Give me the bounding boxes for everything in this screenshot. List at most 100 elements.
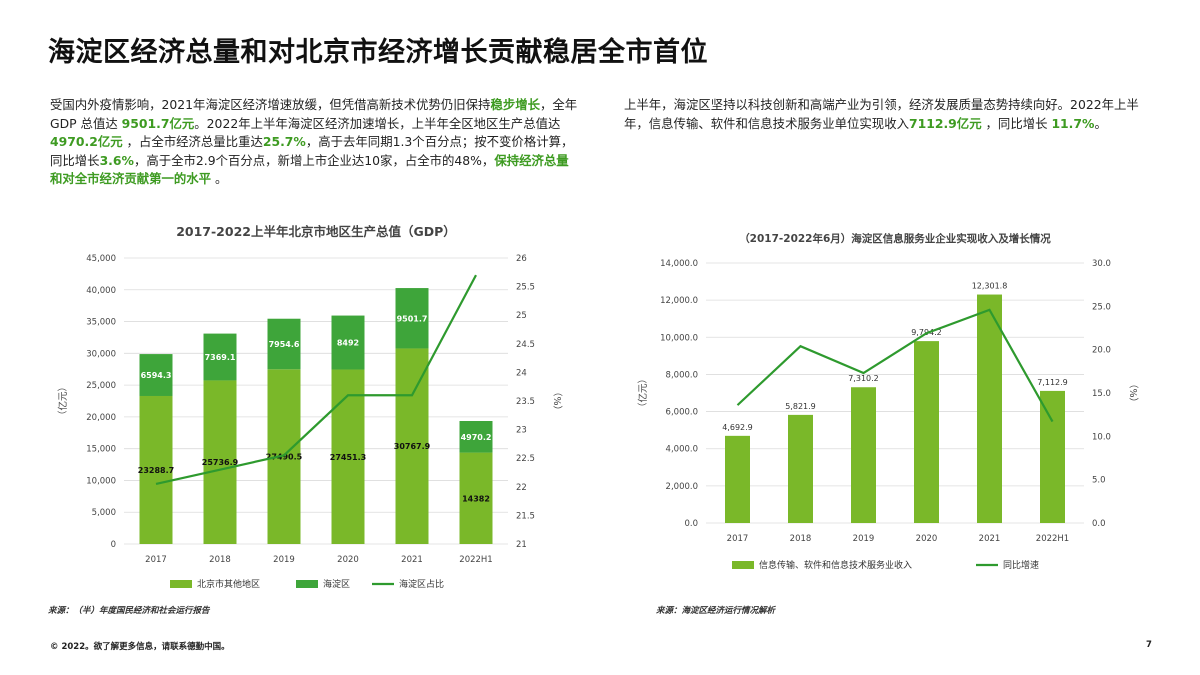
body-text: ，全年 GDP 总值达: [50, 97, 578, 131]
y2-tick-label: 25.0: [1092, 302, 1111, 312]
bar-data-label: 23288.7: [138, 466, 174, 475]
highlight-text: 7112.9亿元: [908, 115, 982, 131]
y-axis-label: （亿元）: [637, 374, 649, 412]
x-tick-label: 2019: [853, 534, 875, 544]
y2-axis-label: （%）: [551, 387, 563, 415]
y2-tick-label: 23.5: [516, 397, 535, 407]
bar-data-label: 4,692.9: [722, 423, 753, 432]
bar-data-label: 7369.1: [205, 353, 236, 362]
y-tick-label: 10,000.0: [660, 333, 698, 343]
y2-tick-label: 0.0: [1092, 519, 1106, 529]
body-text: 。: [1094, 115, 1107, 131]
bar-base: [914, 341, 939, 523]
bar-data-label: 7,310.2: [848, 374, 879, 383]
info-service-chart: （2017-2022年6月）海淀区信息服务业企业实现收入及增长情况 0.0 2,00…: [637, 232, 1139, 571]
x-tick-label: 2021: [401, 555, 423, 565]
y-axis-label: （亿元）: [57, 382, 69, 420]
bar-stack: [139, 354, 173, 396]
y2-tick-label: 25: [516, 311, 527, 321]
y2-tick-label: 20.0: [1092, 346, 1111, 356]
y-tick-label: 10,000: [86, 476, 116, 486]
page-number: 7: [1146, 640, 1152, 650]
y-tick-label: 0.0: [684, 519, 698, 529]
bar-stack: [395, 288, 429, 349]
x-tick-label: 2018: [209, 555, 231, 565]
bar-data-label: 25736.9: [202, 458, 239, 467]
x-tick-label: 2022H1: [1036, 534, 1069, 544]
y-tick-label: 35,000: [86, 318, 116, 328]
bar-data-label: 7,112.9: [1037, 378, 1068, 387]
legend-label: 信息传输、软件和信息技术服务业收入: [759, 559, 912, 571]
bar-base: [395, 348, 429, 544]
bar-stack: [267, 318, 301, 370]
legend-label: 海淀区占比: [399, 578, 444, 590]
highlight-text: 4970.2亿元: [50, 134, 123, 149]
y-tick-label: 40,000: [86, 286, 116, 296]
highlight-text: 保持经济总量和对全市经济贡献第一的水平: [50, 152, 569, 187]
body-text: ，占全市经济总量比重达: [122, 134, 263, 149]
bar-base: [1040, 390, 1065, 523]
x-tick-label: 2017: [727, 534, 749, 544]
y2-tick-label: 26: [516, 254, 527, 264]
bar-stack: [203, 333, 237, 381]
bar-data-label: 6594.3: [141, 371, 172, 380]
y2-tick-label: 22: [516, 483, 527, 493]
series-line: [155, 274, 477, 486]
bar-base: [851, 387, 876, 523]
y-tick-label: 8,000.0: [666, 370, 698, 380]
y-tick-label: 6,000.0: [666, 408, 698, 418]
y2-tick-label: 10.0: [1092, 432, 1111, 442]
bar-base: [459, 452, 493, 544]
y2-tick-label: 21.5: [516, 511, 535, 521]
y-tick-label: 20,000: [86, 413, 116, 423]
body-text: ，同比增长: [981, 115, 1052, 131]
footer-copyright: © 2022。欲了解更多信息，请联系德勤中国。: [50, 642, 230, 652]
gdp-chart: 2017-2022上半年北京市地区生产总值（GDP） 0 5,000 10,000 15…: [57, 224, 563, 590]
legend-label: 北京市其他地区: [197, 578, 260, 590]
bar-data-label: 27451.3: [330, 453, 366, 462]
x-tick-label: 2022H1: [459, 555, 492, 565]
legend-swatch: [732, 561, 754, 569]
bar-data-label: 7954.6: [269, 340, 300, 349]
bar-data-label: 30767.9: [394, 442, 431, 451]
series-line: [736, 308, 1054, 423]
y2-tick-label: 25.5: [516, 283, 535, 293]
body-text: 受国内外疫情影响，2021年海淀区经济增速放缓，但凭借高新技术优势仍旧保持: [50, 97, 491, 112]
bar-base: [788, 414, 813, 523]
y-tick-label: 45,000: [86, 254, 116, 264]
intro-paragraph-left: 受国内外疫情影响，2021年海淀区经济增速放缓，但凭借高新技术优势仍旧保持稳步增…: [50, 96, 578, 189]
y2-tick-label: 30.0: [1092, 259, 1111, 269]
bar-data-label: 4970.2: [461, 433, 492, 442]
bar-base: [725, 435, 750, 523]
y-tick-label: 5,000: [92, 508, 116, 518]
body-text: 。2022年上半年海淀区经济加速增长，上半年全区地区生产总值达: [194, 115, 561, 131]
bar-data-label: 14382: [462, 494, 490, 503]
bar-base: [331, 369, 365, 544]
intro-paragraph-right: 上半年，海淀区坚持以科技创新和高端产业为引领，经济发展质量态势持续向好。2022…: [624, 96, 1152, 133]
chart2-source: 来源：海淀区经济运行情况解析: [656, 606, 776, 616]
y-tick-label: 4,000.0: [666, 445, 698, 455]
chart1-source: 来源：（半）年度国民经济和社会运行报告: [48, 606, 210, 616]
body-text: 上半年，海淀区坚持以科技创新和高端产业为引领，经济发展质量态势持续向好。2022…: [624, 97, 1139, 131]
y2-tick-label: 24.5: [516, 340, 535, 350]
highlight-text: 9501.7亿元: [121, 115, 195, 131]
highlight-text: 25.7%: [262, 134, 306, 149]
x-tick-label: 2019: [273, 555, 295, 565]
y2-axis-label: （%）: [1127, 379, 1139, 407]
highlight-text: 3.6%: [99, 152, 134, 168]
bar-stack: [459, 421, 493, 453]
chart-title: 2017-2022上半年北京市地区生产总值（GDP）: [176, 224, 456, 239]
x-tick-label: 2020: [337, 555, 359, 565]
y2-tick-label: 21: [516, 540, 527, 550]
bar-base: [139, 395, 173, 544]
y-tick-label: 0: [111, 540, 116, 550]
bar-base: [977, 294, 1002, 523]
y2-tick-label: 24: [516, 368, 527, 378]
body-text: 。: [211, 171, 228, 186]
y-tick-label: 12,000.0: [660, 296, 698, 306]
y-tick-label: 2,000.0: [666, 482, 698, 492]
bar-base: [203, 380, 237, 544]
highlight-text: 稳步增长: [490, 97, 540, 112]
body-text: ，高于去年同期1.3个百分点；按不变价格计算，同比增长: [50, 134, 574, 168]
y2-tick-label: 23: [516, 426, 527, 436]
